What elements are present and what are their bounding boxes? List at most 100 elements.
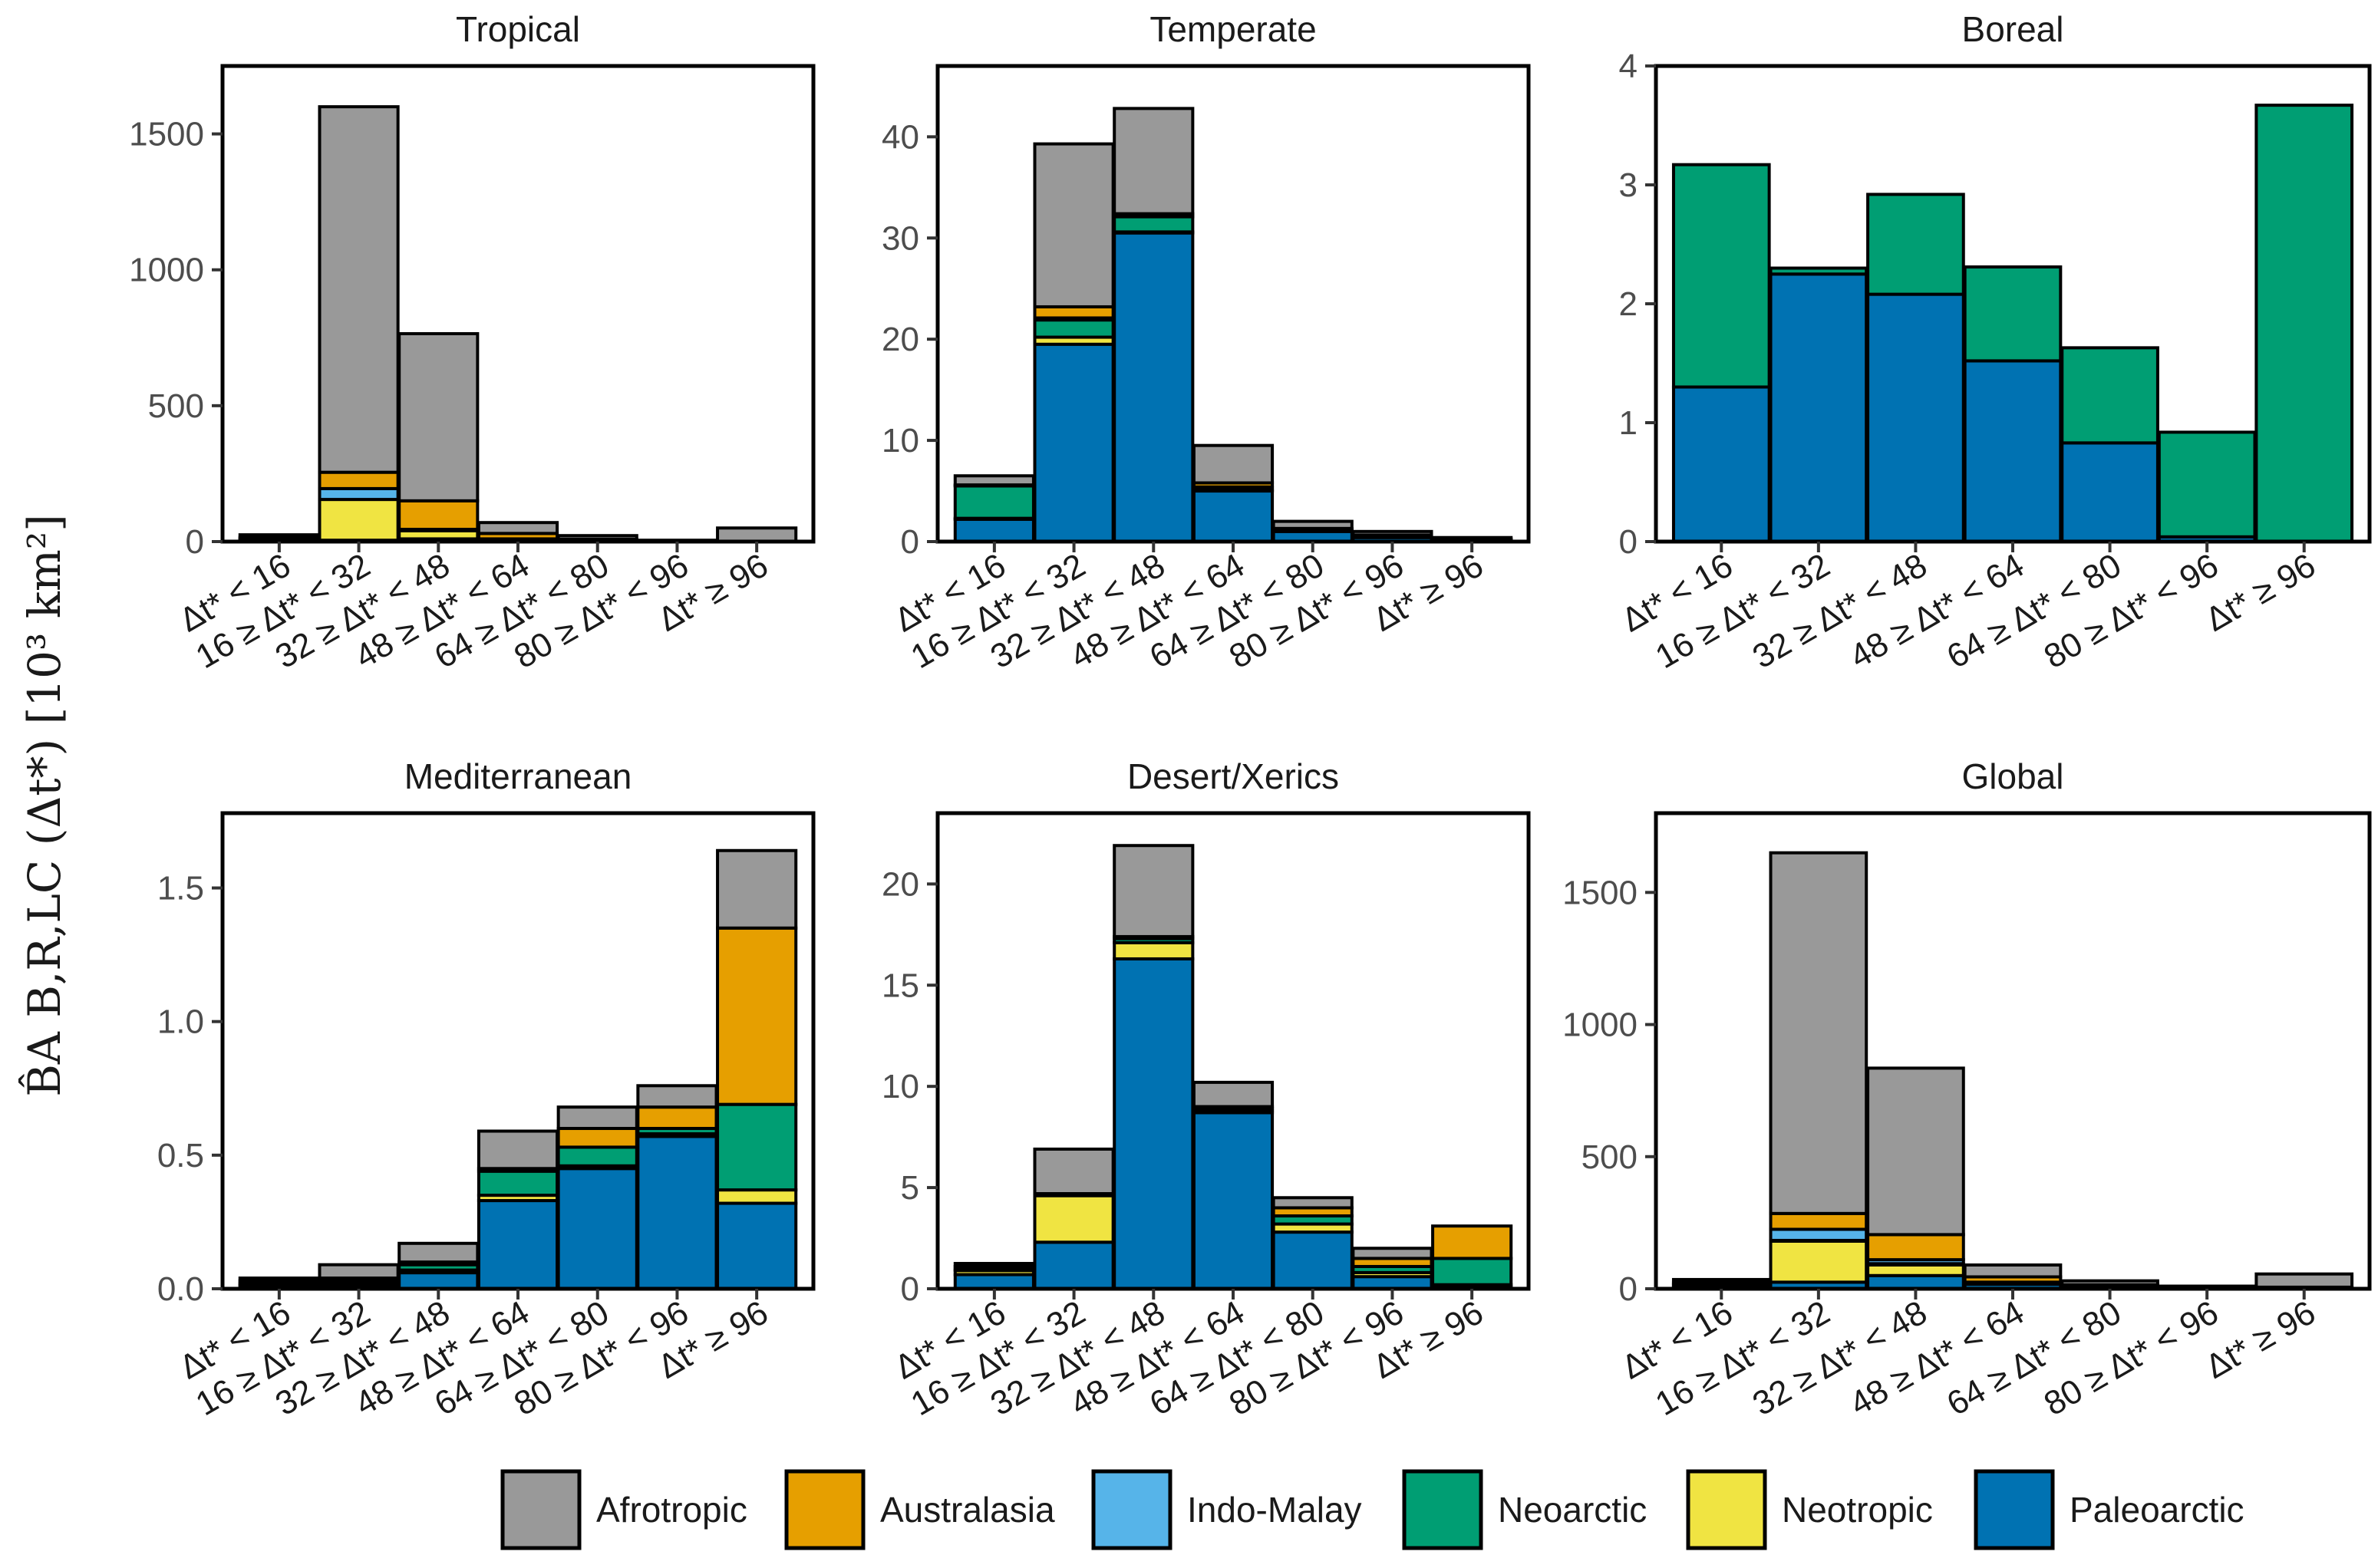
panel-title: Tropical [456, 9, 580, 49]
bar-afrotropic-4 [2060, 1279, 2159, 1286]
bar-afrotropic-0 [953, 474, 1035, 487]
bar-indo-malay-1 [318, 486, 400, 502]
bar-paleoarctic-6 [716, 1201, 798, 1290]
legend-label: Neotropic [1782, 1490, 1933, 1530]
bar-paleoarctic-2 [397, 1271, 480, 1290]
bar-neotropic-1 [318, 498, 400, 542]
y-tick-label: 40 [882, 118, 919, 156]
bar-afrotropic-6 [716, 526, 798, 543]
bar-paleoarctic-3 [477, 1199, 559, 1290]
bar-afrotropic-3 [1192, 443, 1275, 485]
y-tick-label: 0 [901, 523, 919, 561]
panel-frame [220, 64, 816, 544]
y-axis-label: B̂A B,R,LC (Δt*) [10³ km²] [18, 514, 71, 1096]
bar-afrotropic-0 [1671, 1277, 1771, 1284]
bar-australasia-2 [397, 499, 480, 532]
legend-item-neoarctic: Neoarctic [1402, 1469, 1647, 1550]
y-tick-label: 4 [1619, 48, 1638, 85]
legend-item-australasia: Australasia [784, 1469, 1055, 1550]
bar-afrotropic-4 [1271, 519, 1354, 530]
bar-afrotropic-4 [556, 1105, 638, 1131]
bar-afrotropic-3 [477, 521, 559, 535]
y-tick-label: 0.5 [157, 1137, 204, 1174]
bar-indo-malay-1 [1769, 1227, 1868, 1242]
bar-afrotropic-5 [1351, 529, 1433, 537]
legend-swatch [500, 1469, 582, 1550]
y-tick-label: 10 [882, 422, 919, 460]
y-tick-label: 0 [1619, 1270, 1638, 1308]
bar-afrotropic-1 [1769, 851, 1868, 1215]
y-tick-label: 500 [1581, 1138, 1638, 1176]
bar-paleoarctic-3 [1963, 359, 2063, 543]
y-tick-label: 1.5 [157, 870, 204, 908]
y-tick-label: 1 [1619, 404, 1638, 442]
bar-neoarctic-0 [953, 484, 1035, 520]
legend-label: Neoarctic [1498, 1490, 1647, 1530]
panel-frame [1654, 811, 2372, 1291]
legend-item-paleoarctic: Paleoarctic [1974, 1469, 2244, 1550]
y-tick-label: 30 [882, 219, 919, 257]
bar-paleoarctic-4 [1271, 1230, 1354, 1291]
bar-australasia-4 [556, 1127, 638, 1149]
bar-paleoarctic-3 [1192, 489, 1275, 543]
bar-neoarctic-6 [2254, 104, 2354, 543]
bar-afrotropic-0 [953, 1262, 1035, 1268]
y-tick-label: 15 [882, 967, 919, 1004]
bar-afrotropic-0 [238, 1276, 320, 1283]
legend-label: Indo-Malay [1187, 1490, 1362, 1530]
bar-afrotropic-2 [397, 331, 480, 502]
bar-neotropic-6 [716, 1188, 798, 1205]
y-tick-label: 0.0 [157, 1270, 204, 1308]
bar-paleoarctic-2 [1113, 231, 1195, 543]
legend-label: Afrotropic [596, 1490, 747, 1530]
bar-afrotropic-3 [1963, 1263, 2063, 1279]
bar-australasia-5 [636, 1105, 718, 1131]
bar-australasia-1 [1033, 305, 1115, 320]
bar-neoarctic-4 [2060, 346, 2159, 445]
bar-paleoarctic-4 [2060, 441, 2159, 543]
bar-neotropic-1 [1769, 1240, 1868, 1284]
bar-afrotropic-2 [1113, 844, 1195, 938]
y-tick-label: 1000 [129, 252, 204, 289]
bar-afrotropic-3 [477, 1129, 559, 1171]
legend-item-neotropic: Neotropic [1686, 1469, 1933, 1550]
legend-swatch [1402, 1469, 1483, 1550]
panel-title: Desert/Xerics [1127, 756, 1339, 796]
bar-afrotropic-4 [556, 534, 638, 541]
bar-afrotropic-4 [1271, 1196, 1354, 1210]
bar-afrotropic-5 [636, 1084, 718, 1109]
y-tick-label: 1500 [129, 116, 204, 153]
bar-afrotropic-1 [1033, 142, 1115, 308]
bar-afrotropic-1 [318, 105, 400, 474]
bar-neoarctic-6 [716, 1102, 798, 1192]
x-tick-label: Δt* ≥ 96 [2199, 1293, 2322, 1386]
x-tick-label: Δt* ≥ 96 [2199, 546, 2322, 639]
bar-australasia-6 [716, 926, 798, 1106]
bar-paleoarctic-0 [953, 1273, 1035, 1290]
bar-neoarctic-1 [1769, 266, 1868, 276]
y-tick-label: 500 [148, 387, 204, 425]
legend-label: Australasia [880, 1490, 1055, 1530]
bar-paleoarctic-5 [636, 1135, 718, 1291]
bar-afrotropic-3 [1192, 1080, 1275, 1108]
panel-title: Temperate [1149, 9, 1316, 49]
y-tick-label: 10 [882, 1068, 919, 1105]
y-tick-label: 1000 [1562, 1006, 1638, 1044]
bar-neoarctic-1 [1033, 318, 1115, 339]
legend-label: Paleoarctic [2070, 1490, 2244, 1530]
y-tick-label: 3 [1619, 166, 1638, 204]
bar-paleoarctic-0 [953, 517, 1035, 543]
bar-paleoarctic-2 [1866, 292, 1965, 543]
bar-neoarctic-3 [1963, 265, 2063, 363]
bar-neoarctic-4 [556, 1145, 638, 1168]
bar-neoarctic-0 [1671, 163, 1771, 389]
legend-swatch [784, 1469, 866, 1550]
legend-swatch [1091, 1469, 1173, 1550]
y-tick-label: 0 [186, 523, 204, 561]
bar-afrotropic-0 [238, 533, 320, 539]
bar-afrotropic-2 [1866, 1066, 1965, 1237]
